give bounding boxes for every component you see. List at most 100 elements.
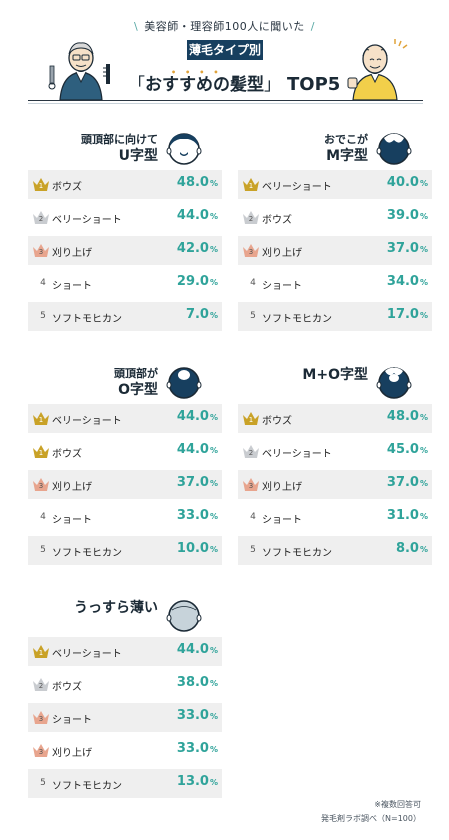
percentage-number: 48.0 bbox=[176, 175, 209, 190]
percentage-number: 10.0 bbox=[176, 541, 209, 556]
percentage-number: 29.0 bbox=[176, 274, 209, 289]
ranking-row: 5 ソフトモヒカン 10.0% bbox=[28, 536, 222, 565]
ranking-row: 4 ショート 33.0% bbox=[28, 503, 222, 532]
kicker-text: 美容師・理容師100人に聞いた bbox=[144, 20, 305, 33]
percentage-value: 44.0% bbox=[177, 442, 218, 457]
hairstyle-name: ベリーショート bbox=[262, 449, 332, 460]
header-kicker: \ 美容師・理容師100人に聞いた / bbox=[0, 18, 449, 34]
hairstyle-name: ボウズ bbox=[52, 449, 82, 460]
header-divider-shadow bbox=[28, 103, 423, 104]
percentage-number: 37.0 bbox=[386, 241, 419, 256]
percentage-unit: % bbox=[209, 413, 218, 422]
hairstyle-name: ベリーショート bbox=[52, 215, 122, 226]
ranking-row: 1 ベリーショート 44.0% bbox=[28, 637, 222, 666]
mo-type-head-icon bbox=[376, 367, 412, 399]
percentage-number: 33.0 bbox=[176, 708, 209, 723]
crown-icon bbox=[33, 478, 49, 491]
percentage-value: 17.0% bbox=[387, 307, 428, 322]
crown-icon bbox=[33, 645, 49, 658]
panel-m-type: おでこが M字型 1 ベリーショート 40.0% 2 ボウズ 39.0% 3 刈り上げ 37.0% 4… bbox=[238, 128, 432, 331]
crown-icon bbox=[33, 744, 49, 757]
percentage-value: 42.0% bbox=[177, 241, 218, 256]
percentage-number: 33.0 bbox=[176, 508, 209, 523]
panel-title: 頭頂部に向けて U字型 bbox=[81, 132, 158, 165]
percentage-number: 34.0 bbox=[386, 274, 419, 289]
hairstyle-name: ショート bbox=[52, 515, 92, 526]
percentage-unit: % bbox=[419, 479, 428, 488]
crown-icon bbox=[243, 178, 259, 191]
hairstyle-name: ボウズ bbox=[52, 682, 82, 693]
rank-number: 5 bbox=[40, 545, 46, 555]
rank-number: 4 bbox=[250, 278, 256, 288]
percentage-unit: % bbox=[419, 413, 428, 422]
crown-icon bbox=[243, 478, 259, 491]
ranking-row: 2 ベリーショート 45.0% bbox=[238, 437, 432, 466]
percentage-value: 34.0% bbox=[387, 274, 428, 289]
hairstyle-name: ショート bbox=[262, 281, 302, 292]
ranking-row: 3 ショート 33.0% bbox=[28, 703, 222, 732]
footnote-line1: ※複数回答可 bbox=[374, 800, 421, 809]
crown-icon bbox=[33, 678, 49, 691]
percentage-unit: % bbox=[209, 679, 218, 688]
percentage-number: 33.0 bbox=[176, 741, 209, 756]
man-thumbs-up-illustration bbox=[347, 39, 408, 100]
ranking-row: 2 ボウズ 38.0% bbox=[28, 670, 222, 699]
percentage-unit: % bbox=[419, 245, 428, 254]
rank-number: 3 bbox=[38, 715, 44, 723]
panel-title-line1: 頭頂部が bbox=[114, 367, 158, 380]
percentage-unit: % bbox=[419, 545, 428, 554]
rank-number: 3 bbox=[38, 482, 44, 490]
panel-title-line2: O字型 bbox=[118, 382, 158, 398]
rank-number: 1 bbox=[248, 182, 254, 190]
panel-thin-type: うっすら薄い 1 ベリーショート 44.0% 2 ボウズ 38.0% 3 ショート 33.0% 3 刈… bbox=[28, 595, 222, 798]
rank-number: 3 bbox=[38, 748, 44, 756]
header: \ 美容師・理容師100人に聞いた / 薄毛タイプ別 「•••• おすすめの髪型」 TO… bbox=[0, 0, 449, 110]
percentage-unit: % bbox=[209, 512, 218, 521]
percentage-value: 29.0% bbox=[177, 274, 218, 289]
percentage-value: 44.0% bbox=[177, 642, 218, 657]
crown-icon bbox=[33, 711, 49, 724]
panel-title-line2: M+O字型 bbox=[302, 367, 368, 383]
hairstyle-name: ボウズ bbox=[262, 416, 292, 427]
headline-main-wrap: •••• おすすめの髪型 bbox=[145, 68, 264, 95]
rank-number: 4 bbox=[40, 278, 46, 288]
panel-title-line2: M字型 bbox=[326, 148, 368, 164]
hairstyle-name: ソフトモヒカン bbox=[52, 781, 122, 792]
rank-number: 4 bbox=[40, 512, 46, 522]
hairstyle-name: 刈り上げ bbox=[262, 248, 302, 259]
percentage-unit: % bbox=[419, 179, 428, 188]
headline-top5: TOP5 bbox=[287, 74, 341, 95]
percentage-number: 31.0 bbox=[386, 508, 419, 523]
panel-title-line2: U字型 bbox=[118, 148, 158, 164]
crown-icon bbox=[33, 178, 49, 191]
ranking-row: 4 ショート 29.0% bbox=[28, 269, 222, 298]
percentage-value: 7.0% bbox=[186, 307, 218, 322]
panel-mo-type: M+O字型 1 ボウズ 48.0% 2 ベリーショート 45.0% 3 刈り上げ 37.0% 4 ショ… bbox=[238, 362, 432, 565]
crown-icon bbox=[33, 412, 49, 425]
percentage-number: 38.0 bbox=[176, 675, 209, 690]
percentage-number: 39.0 bbox=[386, 208, 419, 223]
crown-icon bbox=[243, 244, 259, 257]
percentage-unit: % bbox=[209, 278, 218, 287]
percentage-value: 31.0% bbox=[387, 508, 428, 523]
crown-icon bbox=[33, 211, 49, 224]
percentage-number: 13.0 bbox=[176, 774, 209, 789]
percentage-value: 44.0% bbox=[177, 208, 218, 223]
footnote-line2: 発毛剤ラボ調べ（N=100） bbox=[321, 814, 421, 823]
rank-number: 5 bbox=[250, 311, 256, 321]
headline-close-bracket: 」 bbox=[264, 75, 281, 95]
percentage-value: 37.0% bbox=[177, 475, 218, 490]
slash-right-decoration: / bbox=[310, 20, 315, 33]
u-type-head-icon bbox=[166, 133, 202, 165]
panel-title: うっすら薄い bbox=[74, 599, 158, 617]
hairstyle-name: ショート bbox=[52, 281, 92, 292]
percentage-unit: % bbox=[209, 778, 218, 787]
percentage-number: 44.0 bbox=[176, 409, 209, 424]
hairstyle-name: ソフトモヒカン bbox=[262, 314, 332, 325]
percentage-value: 40.0% bbox=[387, 175, 428, 190]
percentage-unit: % bbox=[209, 446, 218, 455]
percentage-unit: % bbox=[209, 712, 218, 721]
rank-number: 1 bbox=[38, 416, 44, 424]
rank-number: 1 bbox=[38, 649, 44, 657]
ranking-list: 1 ボウズ 48.0% 2 ベリーショート 44.0% 3 刈り上げ 42.0% 4 ショート 29.… bbox=[28, 170, 222, 335]
